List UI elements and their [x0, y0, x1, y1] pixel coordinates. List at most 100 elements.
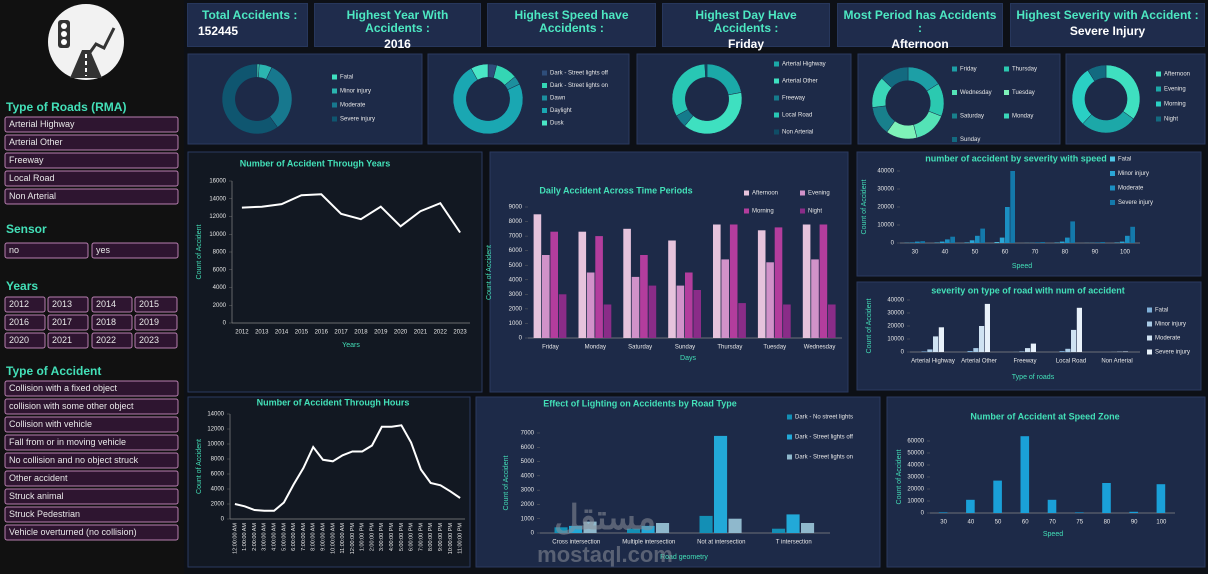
filter-button-label[interactable]: Collision with vehicle: [9, 419, 92, 429]
filter-button-label[interactable]: Arterial Other: [9, 137, 63, 147]
y-axis-title: Count of Accident: [503, 456, 510, 511]
chart-title: number of accident by severity with spee…: [925, 153, 1107, 163]
bar: [945, 239, 950, 243]
filter-button-label[interactable]: 2021: [52, 335, 72, 345]
filter-button-label[interactable]: 2020: [9, 335, 29, 345]
filter-button-label[interactable]: No collision and no object struck: [9, 455, 139, 465]
filter-button[interactable]: [4, 296, 46, 313]
bar: [685, 272, 693, 338]
bar: [938, 327, 944, 352]
legend-label: Tuesday: [1012, 90, 1035, 96]
filter-button-label[interactable]: Vehicle overturned (no collision): [9, 527, 137, 537]
filter-button-label[interactable]: collision with some other object: [9, 401, 134, 411]
x-tick-label: Arterial Highway: [911, 359, 955, 365]
legend-swatch: [332, 74, 337, 80]
legend-label: Moderate: [1155, 336, 1181, 342]
x-tick-label: T intersection: [776, 540, 812, 546]
bar: [631, 276, 640, 338]
filter-button[interactable]: [4, 506, 179, 523]
filter-button[interactable]: [4, 116, 179, 133]
y-tick-label: 0: [519, 336, 523, 342]
filter-button[interactable]: [91, 242, 179, 259]
bar: [641, 525, 655, 533]
filter-button-label[interactable]: 2014: [96, 299, 116, 309]
filter-button-label[interactable]: 2013: [52, 299, 72, 309]
legend-label: Severe injury: [1118, 200, 1153, 206]
bar: [1125, 235, 1130, 243]
filter-button-label[interactable]: 2016: [9, 317, 29, 327]
kpi-label: Highest Day Have Accidents :: [695, 8, 797, 35]
filter-button-label[interactable]: Non Arterial: [9, 191, 56, 201]
panel: [856, 151, 1202, 277]
filter-button[interactable]: [4, 188, 179, 205]
legend-swatch: [1147, 321, 1152, 327]
bar: [1065, 348, 1071, 353]
filter-button[interactable]: [4, 470, 179, 487]
y-tick-label: 0: [531, 531, 535, 537]
legend-swatch: [774, 112, 779, 118]
x-tick-label: 2021: [414, 330, 428, 336]
filter-button[interactable]: [4, 524, 179, 541]
x-tick-label: 2020: [394, 330, 408, 336]
filter-button[interactable]: [4, 398, 179, 415]
bar: [975, 235, 980, 243]
x-tick-label: 1:00:00 PM: [360, 523, 366, 552]
filter-button-label[interactable]: 2023: [139, 335, 159, 345]
filter-button[interactable]: [4, 170, 179, 187]
x-tick-label: 9:00:00 PM: [438, 523, 444, 552]
bar: [1100, 242, 1105, 243]
filter-button-label[interactable]: 2022: [96, 335, 116, 345]
filter-button-label[interactable]: 2018: [96, 317, 116, 327]
filter-button-label[interactable]: no: [9, 245, 19, 255]
filter-button-label[interactable]: 2015: [139, 299, 159, 309]
filter-button[interactable]: [91, 314, 133, 331]
filter-button-label[interactable]: Struck Pedestrian: [9, 509, 80, 519]
filter-button-label[interactable]: Local Road: [9, 173, 55, 183]
filter-button[interactable]: [134, 296, 178, 313]
y-axis-title: Count of Accident: [196, 439, 203, 494]
filter-button[interactable]: [4, 452, 179, 469]
filter-button-label[interactable]: Other accident: [9, 473, 68, 483]
filter-button[interactable]: [4, 380, 179, 397]
filter-button[interactable]: [47, 296, 89, 313]
kpi-value: 152445: [198, 24, 239, 38]
legend-swatch: [1110, 171, 1115, 176]
bar: [966, 499, 975, 513]
filter-button[interactable]: [91, 296, 133, 313]
bar: [676, 285, 685, 338]
filter-button[interactable]: [4, 152, 179, 169]
x-tick-label: 2012: [235, 330, 249, 336]
filter-button[interactable]: [134, 332, 178, 349]
filter-button-label[interactable]: Struck animal: [9, 491, 64, 501]
bar: [1102, 483, 1111, 513]
filter-button-label[interactable]: 2019: [139, 317, 159, 327]
x-tick-label: 2013: [255, 330, 269, 336]
filter-button[interactable]: [4, 134, 179, 151]
filter-button[interactable]: [47, 314, 89, 331]
chart-title: Daily Accident Across Time Periods: [539, 185, 692, 195]
filter-button-label[interactable]: Fall from or in moving vehicle: [9, 437, 126, 447]
filter-button-label[interactable]: Collision with a fixed object: [9, 383, 118, 393]
x-axis-title: Type of roads: [1012, 374, 1055, 381]
filter-button[interactable]: [134, 314, 178, 331]
filter-button-label[interactable]: yes: [96, 245, 111, 255]
filter-button[interactable]: [4, 488, 179, 505]
filter-button-label[interactable]: Arterial Highway: [9, 119, 75, 129]
bar: [757, 230, 766, 338]
filter-button[interactable]: [4, 314, 46, 331]
filter-button[interactable]: [4, 332, 46, 349]
filter-button[interactable]: [47, 332, 89, 349]
filter-button-label[interactable]: 2017: [52, 317, 72, 327]
filter-button[interactable]: [4, 416, 179, 433]
filter-button[interactable]: [4, 242, 89, 259]
filter-button[interactable]: [91, 332, 133, 349]
legend-swatch: [332, 116, 337, 122]
kpi-value: Severe Injury: [1069, 24, 1146, 38]
x-tick-label: 2016: [315, 330, 329, 336]
bar: [969, 240, 975, 243]
y-tick-label: 14000: [207, 412, 224, 418]
filter-button[interactable]: [4, 434, 179, 451]
filter-button-label[interactable]: Freeway: [9, 155, 44, 165]
filter-button-label[interactable]: 2012: [9, 299, 29, 309]
